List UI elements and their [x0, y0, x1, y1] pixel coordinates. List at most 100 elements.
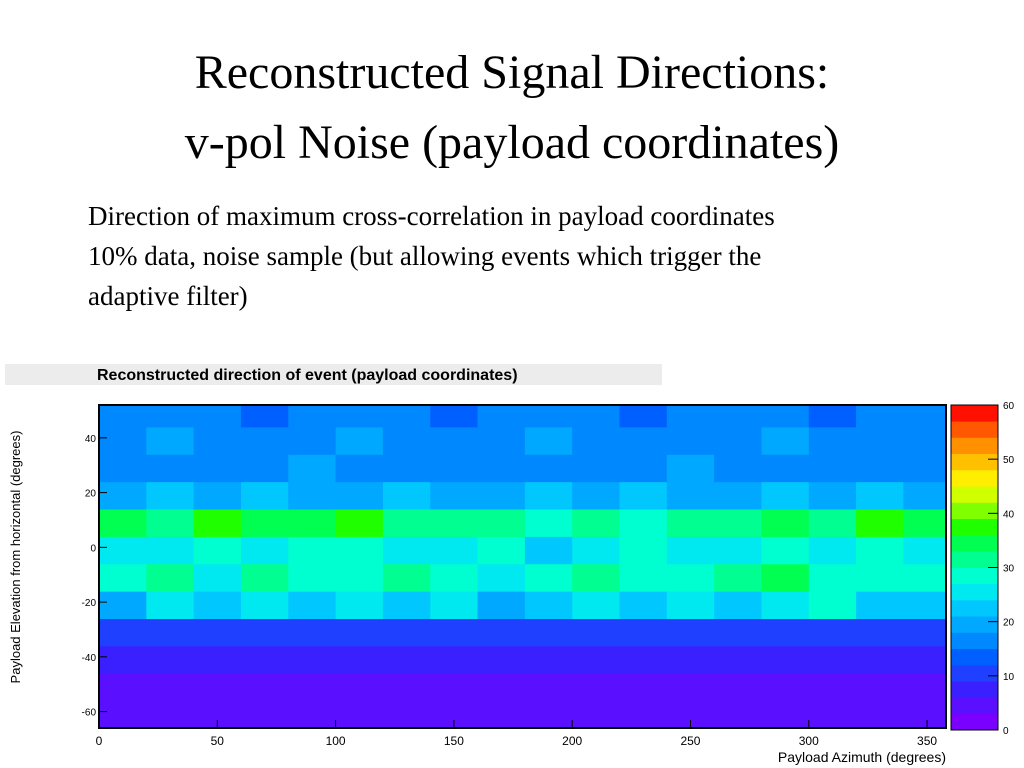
heatmap-cell — [193, 481, 242, 510]
heatmap-cell — [903, 563, 946, 592]
heatmap-cell — [477, 405, 526, 428]
heatmap-cell — [288, 700, 337, 728]
colorbar-step — [951, 551, 998, 568]
heatmap-cell — [99, 700, 147, 728]
colorbar-tick-label: 20 — [1003, 618, 1015, 629]
heatmap-cell — [761, 536, 810, 565]
y-axis-label: Payload Elevation from horizontal (degre… — [8, 431, 23, 684]
heatmap-cell — [382, 481, 431, 510]
x-axis-label: Payload Azimuth (degrees) — [778, 749, 946, 765]
heatmap-cell — [382, 454, 431, 483]
heatmap-cell — [856, 454, 904, 483]
heatmap-cell — [808, 454, 857, 483]
colorbar-tick-label: 0 — [1003, 726, 1009, 737]
heatmap-cell — [430, 454, 479, 483]
heatmap-cell — [193, 645, 242, 674]
heatmap-cell — [430, 673, 479, 702]
heatmap-cell — [477, 591, 526, 620]
heatmap-cell — [193, 454, 242, 483]
heatmap-cell — [99, 481, 147, 510]
heatmap-cell — [714, 426, 762, 455]
heatmap-cell — [714, 591, 762, 620]
heatmap-cell — [619, 591, 668, 620]
colorbar-step — [951, 681, 998, 698]
heatmap-cell — [761, 454, 810, 483]
heatmap-cell — [288, 673, 337, 702]
heatmap-cell — [477, 454, 526, 483]
heatmap-cell — [524, 426, 573, 455]
heatmap-cell — [477, 481, 526, 510]
heatmap-cell — [382, 591, 431, 620]
heatmap-cell — [761, 591, 810, 620]
colorbar-step — [951, 616, 998, 633]
colorbar-step — [951, 567, 998, 585]
colorbar-step — [951, 405, 998, 422]
heatmap-cell — [619, 563, 668, 592]
heatmap-cell — [382, 645, 431, 674]
heatmap-cell — [903, 591, 946, 620]
colorbar-step — [951, 697, 998, 715]
heatmap-cell — [856, 645, 904, 674]
heatmap-cell — [146, 509, 195, 537]
slide-title: v-pol Noise (payload coordinates) — [185, 116, 839, 169]
heatmap-cell — [714, 481, 762, 510]
heatmap-cell — [666, 426, 715, 455]
plot-frame — [98, 404, 947, 729]
heatmap-cell — [335, 645, 384, 674]
heatmap-cell — [193, 563, 242, 592]
heatmap-cell — [430, 563, 479, 592]
heatmap-cell — [335, 481, 384, 510]
heatmap-cell — [430, 426, 479, 455]
heatmap-cell — [146, 673, 195, 702]
colorbar-step — [951, 600, 998, 617]
heatmap-cell — [714, 405, 762, 428]
heatmap-cell — [666, 481, 715, 510]
heatmap-cell — [288, 591, 337, 620]
heatmap-cell — [524, 700, 573, 728]
heatmap-cell — [99, 536, 147, 565]
heatmap-cell — [146, 563, 195, 592]
heatmap-cell — [619, 481, 668, 510]
heatmap-cell — [856, 618, 904, 647]
heatmap-cell — [240, 673, 289, 702]
heatmap-cell — [856, 509, 904, 537]
colorbar-step — [951, 583, 998, 601]
heatmap-cell — [146, 591, 195, 620]
heatmap-cell — [477, 536, 526, 565]
x-tick-label: 200 — [562, 734, 582, 748]
heatmap-cell — [903, 618, 946, 647]
heatmap-cell — [335, 563, 384, 592]
heatmap-cell — [761, 645, 810, 674]
heatmap-cell — [856, 405, 904, 428]
heatmap-cell — [524, 591, 573, 620]
heatmap-cell — [761, 700, 810, 728]
heatmap-cell — [761, 481, 810, 510]
heatmap-cell — [572, 645, 621, 674]
colorbar-step — [951, 421, 998, 438]
heatmap-cell — [477, 700, 526, 728]
heatmap-cell — [572, 563, 621, 592]
heatmap-cell — [430, 618, 479, 647]
heatmap-cell — [761, 405, 810, 428]
heatmap-cell — [666, 645, 715, 674]
heatmap-cell — [430, 509, 479, 537]
heatmap-cell — [382, 673, 431, 702]
y-tick-label: 40 — [85, 434, 97, 445]
heatmap-cell — [714, 563, 762, 592]
heatmap-cell — [524, 645, 573, 674]
heatmap-cell — [666, 563, 715, 592]
heatmap-cell — [193, 591, 242, 620]
heatmap-cell — [335, 536, 384, 565]
heatmap-cell — [146, 481, 195, 510]
colorbar-step — [951, 535, 998, 552]
slide-title: Reconstructed Signal Directions: — [195, 46, 830, 99]
heatmap-cell — [572, 509, 621, 537]
heatmap-cell — [524, 481, 573, 510]
colorbar-tick-label: 50 — [1003, 455, 1015, 466]
heatmap-cell — [808, 700, 857, 728]
heatmap-cell — [856, 426, 904, 455]
heatmap-cell — [99, 405, 147, 428]
heatmap-cell — [240, 591, 289, 620]
heatmap-cell — [666, 536, 715, 565]
